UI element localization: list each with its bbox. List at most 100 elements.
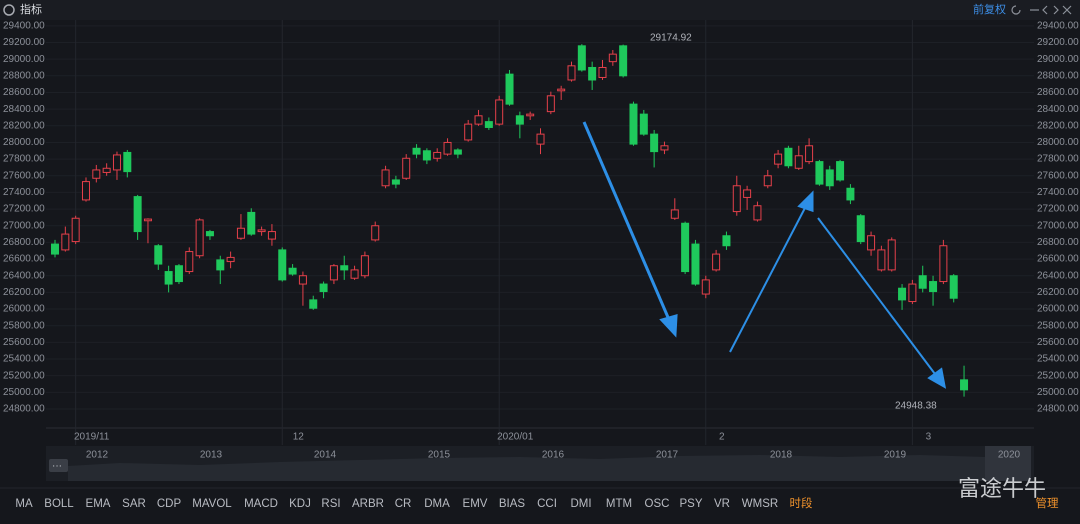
y-tick-label: 28000.00 [3,137,45,148]
candle-body [236,227,245,239]
candle-body [577,45,586,71]
navigator-handle[interactable] [49,459,68,472]
candle-body [774,153,783,165]
candle-body [836,161,845,181]
arrow-head [659,313,678,338]
candle-body [887,239,896,271]
navigator-labels: 2012 2013 2014 2015 2016 2017 2018 2019 2020 [86,450,1021,461]
candles [51,44,969,397]
indicator-tab[interactable]: WMSR [742,498,778,510]
navigator-label: 2016 [542,450,565,461]
indicator-tab[interactable]: VR [714,498,730,510]
arrow-head [927,367,947,389]
candle-body [360,255,369,277]
x-tick-label: 2020/01 [497,432,534,443]
y-tick-label: 28400.00 [3,104,45,115]
candle-body [371,225,380,241]
candle-body [681,222,690,273]
indicator-tab[interactable]: MAVOL [192,498,232,510]
candle-body [856,215,865,243]
indicator-tab[interactable]: PSY [679,498,702,510]
candle-body [195,219,204,257]
y-tick-label: 28800.00 [3,70,45,81]
candle-body [174,265,183,283]
candle-body [474,115,483,125]
y-tick-label: 26600.00 [3,254,45,265]
menu-icon[interactable] [3,4,15,16]
adjust-toggle[interactable]: 前复权 [973,2,1006,16]
y-tick-label: 26800.00 [3,237,45,248]
indicator-tab[interactable]: CDP [157,498,182,510]
candle-body [112,154,121,171]
indicator-tab[interactable]: EMV [463,498,488,510]
candle-body [319,283,328,293]
y-tick-label-right: 28200.00 [1037,120,1079,131]
candle-body [288,267,297,275]
candle-body [350,269,359,279]
candle-body [691,243,700,285]
navigator-window[interactable] [985,446,1031,481]
resize-icon[interactable] [1042,5,1059,15]
handle-dots: ··· [52,461,62,472]
candle-body [608,53,617,63]
candle-body [216,259,225,271]
y-tick-label: 29200.00 [3,37,45,48]
y-tick-label-right: 27200.00 [1037,204,1079,215]
grid: 24800.00 24800.00 25000.00 25000.00 25200.00… [3,20,1079,445]
indicator-tab[interactable]: BIAS [499,498,526,510]
indicator-tab[interactable]: SAR [122,498,146,510]
indicator-tab[interactable]: RSI [321,498,340,510]
arrow-head [797,190,814,213]
indicator-tab[interactable]: ARBR [352,498,384,510]
candle-body [763,175,772,187]
indicator-tab[interactable]: MTM [606,498,632,510]
y-tick-label-right: 26600.00 [1037,254,1079,265]
y-tick-label-right: 29400.00 [1037,20,1079,31]
candle-body [464,123,473,141]
candle-body [61,233,70,251]
y-tick-label-right: 25400.00 [1037,354,1079,365]
candle-body [794,155,803,169]
watermark: 富途牛牛 [958,476,1046,501]
close-icon[interactable] [1062,5,1072,15]
candle-body [278,249,287,281]
indicator-tab[interactable]: DMA [424,498,450,510]
indicator-tab[interactable]: MA [15,498,33,510]
candle-body [629,103,638,145]
y-tick-label: 25200.00 [3,370,45,381]
y-tick-label-right: 28800.00 [1037,70,1079,81]
candle-body [619,45,628,77]
x-tick-label: 12 [293,432,305,443]
arrow-shaft [817,217,939,379]
candle-body [743,189,752,198]
candle-body [515,115,524,125]
indicator-tab[interactable]: 管理 [1036,496,1059,510]
candle-body [133,196,142,233]
navigator-label: 2020 [998,450,1021,461]
indicator-tab[interactable]: CCI [537,498,557,510]
y-tick-label-right: 24800.00 [1037,404,1079,415]
y-tick-label-right: 29000.00 [1037,54,1079,65]
indicator-tab[interactable]: DMI [570,498,591,510]
y-tick-label: 27600.00 [3,170,45,181]
arrow-shaft [582,121,672,323]
candle-body [722,235,731,247]
indicator-tab[interactable]: OSC [645,498,670,510]
indicator-tab[interactable]: 时段 [790,496,813,510]
candle-body [588,66,597,81]
candle-body [815,161,824,185]
indicator-tab[interactable]: CR [395,498,412,510]
candle-body [381,169,390,187]
indicator-tab[interactable]: KDJ [289,498,311,510]
indicator-tab[interactable]: EMA [86,498,111,510]
low-annotation: 24948.38 [895,401,937,412]
candle-body [846,187,855,201]
candle-body [701,279,710,295]
undo-icon[interactable] [1011,5,1021,15]
candle-body [443,141,452,155]
indicator-tab[interactable]: MACD [244,498,278,510]
indicator-tab[interactable]: BOLL [44,498,74,510]
indicator-tabs: MA BOLL EMA SAR CDP MAVOL MACD KDJ RSI ARBR CR DMA E… [15,496,1059,510]
candle-body [81,181,90,201]
